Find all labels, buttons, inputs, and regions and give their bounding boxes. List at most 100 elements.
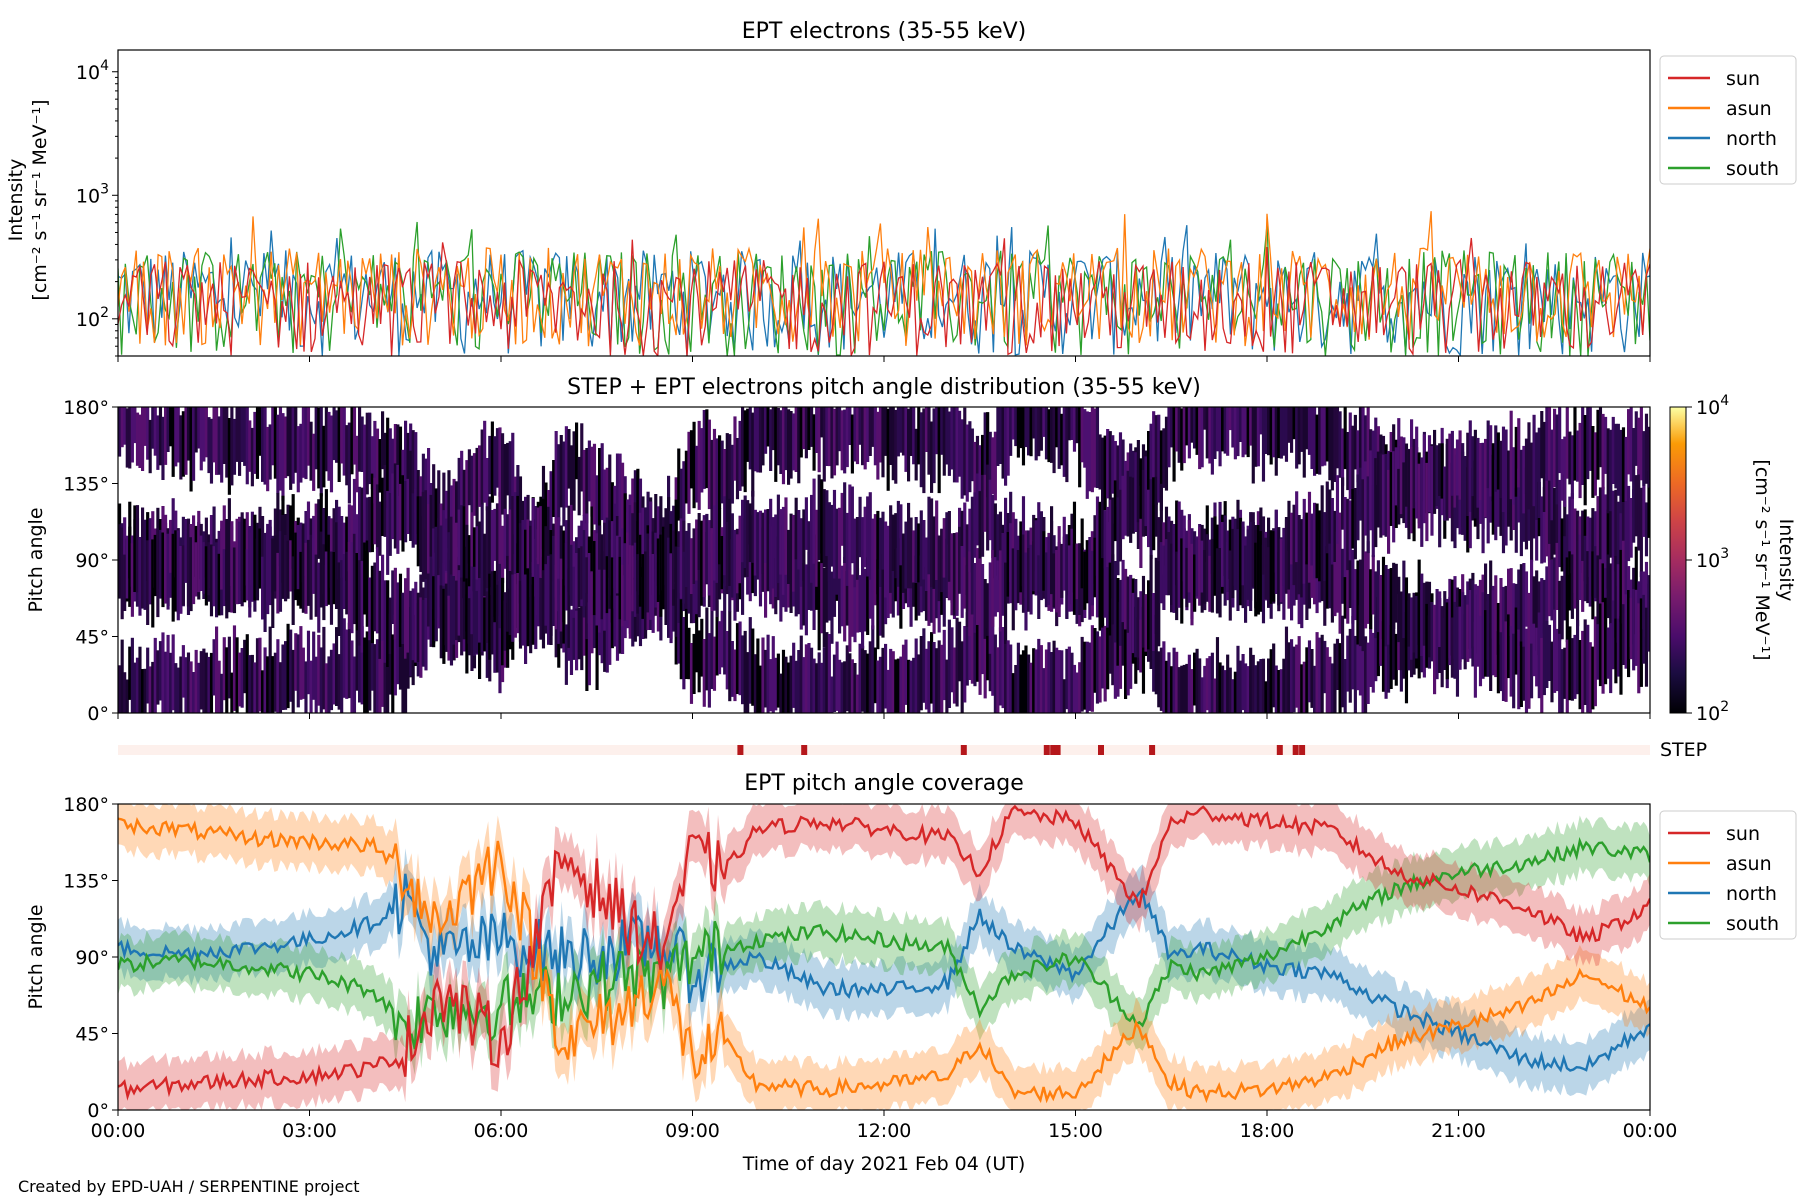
pad-cell (1484, 610, 1488, 677)
pad-cell (1157, 414, 1161, 503)
pad-cell (1420, 573, 1424, 656)
pad-cell (1392, 621, 1396, 680)
pad-cell (674, 499, 678, 583)
pad-cell (1111, 554, 1115, 625)
pad-cell (858, 407, 862, 445)
pad-cell (1471, 580, 1475, 667)
pad-cell (1256, 661, 1260, 713)
pad-cell (725, 522, 729, 595)
pad-cell (378, 570, 382, 659)
pad-cell (891, 514, 895, 571)
pad-cell (1463, 595, 1467, 659)
pad-cell (284, 535, 288, 601)
pad-cell (901, 407, 906, 456)
pad-cell (1027, 548, 1031, 612)
pad-cell (1187, 520, 1191, 593)
pad-cell (1195, 537, 1199, 597)
pad-cell (807, 643, 811, 713)
pad-cell (559, 435, 563, 508)
pad-cell (1307, 640, 1312, 703)
pad-cell (756, 515, 760, 574)
pad-cell (1629, 407, 1633, 482)
pad-cell (1246, 666, 1250, 713)
pad-cell (771, 407, 775, 451)
pad-cell (1358, 407, 1363, 495)
pad-cell (1065, 543, 1069, 619)
pad-ytick-label: 135° (63, 474, 109, 496)
pad-cell (1402, 462, 1406, 524)
pad-cell (478, 445, 482, 507)
pad-cell (1167, 532, 1171, 596)
pad-cell (547, 555, 551, 645)
pad-cell (401, 475, 405, 552)
pad-cell (1621, 427, 1626, 502)
pad-cell (927, 407, 931, 475)
pad-cell (1519, 496, 1523, 557)
pad-cell (419, 496, 423, 572)
pad-cell (1141, 469, 1146, 537)
pad-cell (220, 673, 224, 713)
pad-cell (1083, 551, 1087, 610)
pad-cell (1392, 562, 1396, 629)
pad-cell (1246, 529, 1250, 600)
pad-cell (202, 542, 206, 594)
pad-cell (432, 576, 436, 644)
pad-cell (1307, 491, 1312, 583)
pad-cell (822, 407, 826, 482)
pad-cell (212, 639, 216, 696)
pad-cell (1499, 478, 1503, 536)
pad-cell (820, 553, 824, 634)
pad-cell (368, 412, 372, 485)
pad-cell (927, 641, 931, 713)
pad-cell (194, 649, 198, 713)
pad-cell (784, 548, 788, 612)
pad-cell (230, 407, 234, 486)
pad-cell (679, 593, 683, 680)
pad-cell (988, 621, 992, 692)
pad-cell (1080, 518, 1084, 589)
pad-cell (1606, 554, 1610, 619)
pad-cell (804, 564, 808, 636)
pad-cell (143, 519, 147, 610)
pad-cell (802, 657, 806, 713)
pad-cell (291, 407, 295, 484)
pad-cell (978, 630, 982, 695)
pad-cell (973, 492, 977, 558)
pad-cell (914, 638, 918, 713)
pad-cell (1596, 409, 1600, 480)
pad-cell (1042, 407, 1046, 437)
pad-cell (945, 512, 949, 598)
pad-cell (414, 432, 418, 513)
pad-cell (1542, 487, 1546, 563)
step-mark (1149, 745, 1156, 755)
pad-cell (1609, 623, 1613, 694)
pad-cell (1553, 487, 1557, 555)
pad-cell (1277, 527, 1281, 606)
pad-cell (120, 407, 124, 448)
pad-cell (1305, 407, 1309, 450)
pad-cell (197, 662, 201, 713)
pad-cell (940, 407, 944, 455)
coverage-band-asun (118, 804, 1650, 1110)
pad-cell (1512, 583, 1516, 646)
pad-cell (146, 540, 150, 625)
pad-cell (245, 512, 249, 586)
pad-cell (1361, 407, 1365, 482)
pad-cell (1463, 456, 1467, 517)
pad-cell (825, 490, 829, 557)
legend-label-south: south (1726, 158, 1779, 180)
pad-cell (158, 641, 163, 701)
pad-cell (526, 568, 530, 647)
pad-cell (1295, 491, 1299, 563)
pad-cell (1448, 578, 1452, 666)
pad-cell (391, 473, 395, 540)
pad-cell (1481, 592, 1485, 679)
pad-cell (1001, 533, 1005, 616)
pad-cell (1070, 652, 1074, 713)
pad-cell (1348, 628, 1352, 703)
pad-cell (526, 519, 530, 584)
pad-cell (569, 544, 574, 606)
pad-cell (480, 504, 484, 585)
